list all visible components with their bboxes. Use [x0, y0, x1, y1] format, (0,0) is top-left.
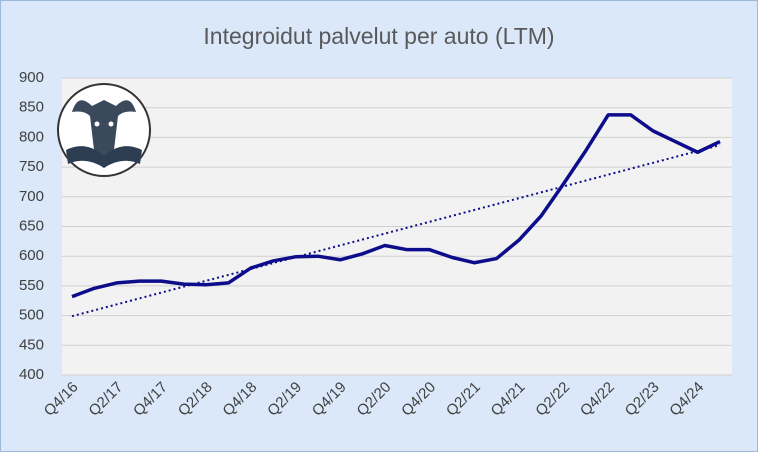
y-tick-label: 650: [19, 217, 44, 234]
y-tick-label: 400: [19, 366, 44, 383]
y-tick-label: 800: [19, 128, 44, 145]
chart-title: Integroidut palvelut per auto (LTM): [203, 23, 554, 49]
y-tick-label: 700: [19, 188, 44, 205]
y-tick-label: 500: [19, 307, 44, 324]
y-tick-label: 850: [19, 99, 44, 116]
y-tick-label: 900: [19, 69, 44, 86]
y-tick-label: 450: [19, 336, 44, 353]
logo: [57, 83, 151, 177]
y-tick-label: 600: [19, 247, 44, 264]
y-tick-label: 750: [19, 158, 44, 175]
data-line: [71, 113, 721, 299]
trendline: [71, 144, 721, 318]
y-tick-label: 550: [19, 277, 44, 294]
